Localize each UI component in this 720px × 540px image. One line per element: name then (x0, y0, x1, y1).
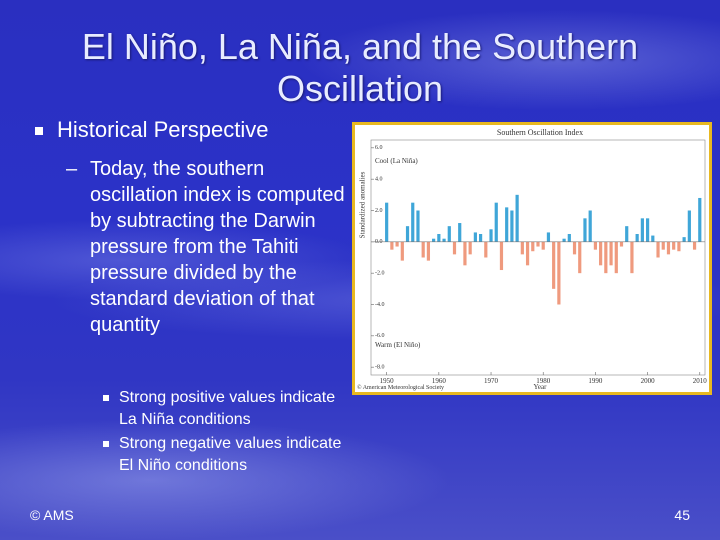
bar (614, 241, 618, 274)
bar (552, 241, 556, 289)
sub-sub-bullet-text: Strong positive values indicate La Niña … (119, 389, 336, 428)
bar (609, 241, 613, 266)
y-tick-label: 2.0 (375, 208, 383, 214)
bar (583, 218, 587, 242)
sub-sub-bullet-text: Strong negative values indicate El Niño … (119, 435, 342, 474)
bullet-text: Historical Perspective (57, 117, 269, 142)
bar (432, 238, 436, 242)
bar (463, 241, 467, 266)
sub-sub-bullet: Strong positive values indicate La Niña … (103, 387, 343, 431)
bar (536, 241, 540, 247)
credit: © American Meteorological Society (357, 384, 444, 391)
y-tick-label: -8.0 (375, 365, 385, 371)
bar (520, 241, 524, 255)
page-number: 45 (674, 507, 690, 523)
bar (692, 241, 697, 250)
bar (661, 241, 665, 250)
y-tick-label: -2.0 (375, 271, 385, 277)
sub-sub-bullet: Strong negative values indicate El Niño … (103, 433, 343, 477)
bar (494, 202, 498, 242)
bar (682, 237, 686, 242)
x-tick-label: 2010 (693, 377, 708, 385)
bar (546, 232, 551, 242)
bar (442, 238, 446, 242)
bar (672, 241, 676, 250)
y-tick-label: -6.0 (375, 333, 385, 339)
chart: Southern Oscillation Index Standardized … (352, 122, 712, 395)
bar (567, 234, 571, 242)
sub-bullet-text: Today, the southern oscillation index is… (90, 158, 345, 336)
y-tick-label: 4.0 (375, 177, 383, 183)
bar (505, 207, 509, 242)
bar (473, 232, 477, 242)
slide-title: El Niño, La Niña, and the Southern Oscil… (81, 26, 639, 109)
bar (452, 241, 457, 255)
bar (484, 241, 488, 258)
bar (400, 241, 404, 261)
bar (510, 210, 514, 242)
annotation: Cool (La Niña) (375, 157, 418, 165)
bar (562, 238, 566, 242)
x-tick-label: 1950 (380, 377, 395, 385)
bullet: Historical Perspective (35, 117, 269, 143)
x-tick-label: 1980 (536, 377, 551, 385)
bar (687, 210, 691, 242)
bar (619, 241, 624, 247)
bar (489, 229, 493, 242)
bar (656, 241, 660, 258)
bar (437, 234, 441, 242)
plot-frame (370, 139, 706, 376)
footer: © AMS (30, 507, 74, 523)
bar (677, 241, 681, 252)
bar (468, 241, 472, 255)
bar (390, 241, 394, 250)
bar (405, 226, 410, 242)
bar (588, 210, 592, 242)
bar (666, 241, 671, 255)
bar (416, 210, 420, 242)
bar (499, 241, 504, 271)
bar (531, 241, 535, 252)
bar (411, 202, 415, 242)
bar (541, 241, 545, 250)
bar (604, 241, 608, 274)
bar (395, 241, 399, 247)
annotation: Warm (El Niño) (375, 341, 421, 349)
chart-title: Southern Oscillation Index (497, 128, 583, 137)
bar (698, 197, 702, 242)
bar (385, 202, 389, 242)
y-tick-label: 6.0 (375, 145, 383, 151)
bar (525, 241, 530, 266)
bar (447, 226, 451, 242)
bar (630, 241, 634, 274)
bar (651, 235, 655, 242)
x-tick-label: 1960 (432, 377, 447, 385)
bar (515, 194, 519, 242)
x-tick-label: 2000 (641, 377, 656, 385)
bar (645, 218, 650, 242)
x-tick-label: 1990 (588, 377, 603, 385)
bar (458, 223, 462, 242)
bar (640, 218, 644, 242)
sub-bullet: – Today, the southern oscillation index i… (66, 156, 356, 338)
bar (557, 241, 561, 305)
x-tick-label: 1970 (484, 377, 499, 385)
y-tick-label: 0.0 (375, 239, 383, 245)
bar (578, 241, 582, 274)
y-tick-label: -4.0 (375, 302, 385, 308)
bar (426, 241, 431, 261)
x-axis-label: Year (534, 383, 548, 391)
bar (478, 234, 483, 242)
bar (593, 241, 598, 250)
bar (635, 234, 639, 242)
y-axis-label: Standardized anomalies (359, 171, 367, 238)
bar (625, 226, 629, 242)
bar (421, 241, 425, 258)
bar (599, 241, 603, 266)
bar (572, 241, 577, 255)
